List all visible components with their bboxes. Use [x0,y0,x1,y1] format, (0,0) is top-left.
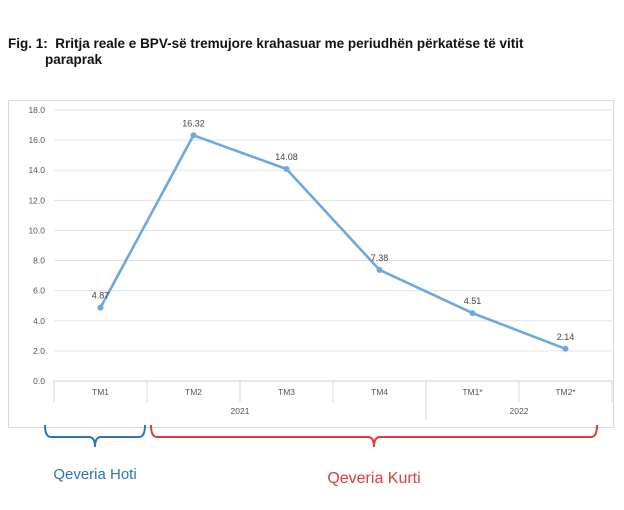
data-label: 7.38 [371,253,389,263]
y-tick-label: 14.0 [28,165,45,175]
y-tick-label: 4.0 [33,316,45,326]
x-tick-label: TM2 [185,387,202,397]
y-tick-label: 0.0 [33,376,45,386]
x-tick-label: TM1 [92,387,109,397]
figure-title: Fig. 1: Rritja reale e BPV-së tremujore … [8,36,608,68]
y-tick-label: 16.0 [28,135,45,145]
data-point [562,345,569,352]
data-label: 4.87 [92,291,110,301]
data-labels: 4.87 16.32 14.08 7.38 4.51 2.14 [92,118,575,341]
bracket-qeveria-kurti [150,424,598,448]
data-point [376,266,383,273]
y-tick-label: 18.0 [28,105,45,115]
data-point [190,132,197,139]
y-tick-label: 6.0 [33,286,45,296]
figure-title-line1: Rritja reale e BPV-së tremujore krahasua… [55,36,524,51]
data-label: 2.14 [557,332,575,342]
y-tick-label: 8.0 [33,256,45,266]
series-line [99,133,567,351]
chart-frame [8,100,614,428]
figure-title-line2: paraprak [45,52,103,67]
x-tick-label: TM4 [371,387,388,397]
data-point [283,166,290,173]
series-polyline [99,133,567,351]
data-label: 4.51 [464,296,482,306]
figure-title-prefix: Fig. 1: [8,36,48,51]
data-point [469,310,476,317]
y-tick-label: 12.0 [28,195,45,205]
data-points [97,132,569,352]
bracket-qeveria-hoti [44,424,146,448]
y-tick-label: 10.0 [28,225,45,235]
x-tick-label: TM2* [555,387,576,397]
y-tick-label: 2.0 [33,346,45,356]
x-tick-label: TM1* [462,387,483,397]
government-annotations: Qeveria Hoti Qeveria Kurti [44,424,598,487]
year-group-label: 2022 [510,406,529,416]
annotation-label: Qeveria Hoti [53,466,136,483]
x-tick-label: TM3 [278,387,295,397]
y-axis-ticks: 0.0 2.0 4.0 6.0 8.0 10.0 12.0 14.0 16.0 18.0 [28,105,45,386]
x-axis: TM1 TM2 TM3 TM4 TM1* TM2* 2021 2022 [53,380,613,420]
year-group-label: 2021 [231,406,250,416]
annotation-label: Qeveria Kurti [327,470,420,487]
data-label: 14.08 [275,152,298,162]
data-label: 16.32 [182,118,205,128]
data-point [97,304,104,311]
